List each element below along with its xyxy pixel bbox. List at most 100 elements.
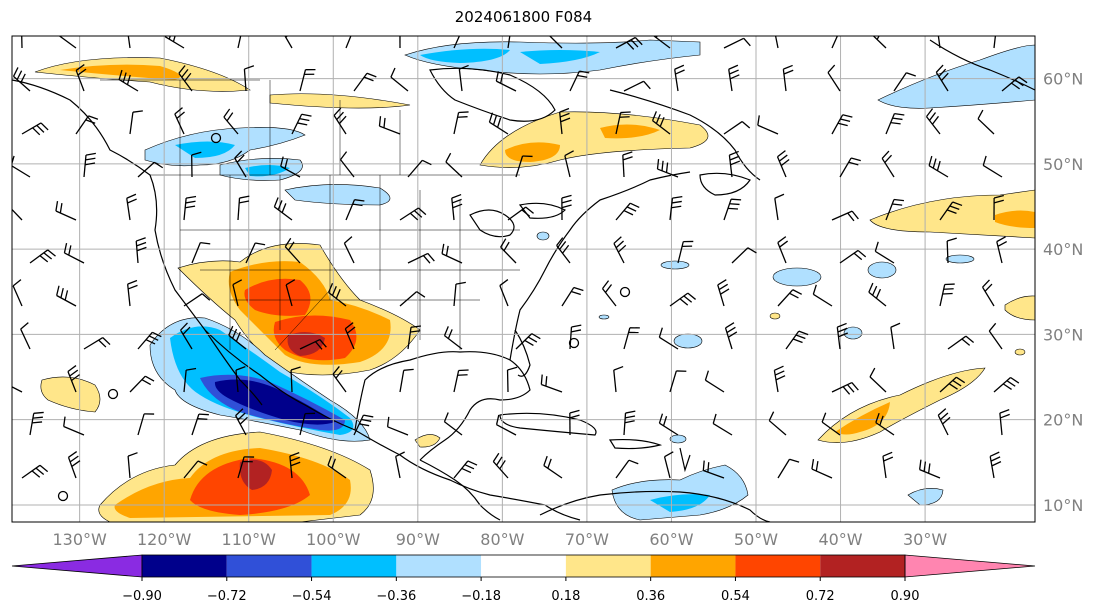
- calm-wind-marker: [210, 132, 222, 144]
- wind-barb: [669, 370, 687, 393]
- wind-barb: [548, 36, 563, 49]
- wind-barb: [663, 451, 674, 479]
- wind-barb: [332, 366, 347, 393]
- wind-barb: [885, 113, 905, 135]
- map-frame: [11, 35, 1036, 523]
- colorbar-tick-label: 0.72: [806, 589, 835, 604]
- wind-barb: [12, 279, 23, 307]
- wind-barb: [556, 237, 571, 264]
- wind-barb: [777, 458, 800, 479]
- negative-anomaly-region: [660, 260, 690, 270]
- wind-barb: [559, 107, 571, 135]
- calm-wind-marker: [57, 490, 69, 502]
- colorbar-bin: [396, 555, 482, 577]
- colorbar-bin: [650, 555, 736, 577]
- wind-barb: [228, 325, 247, 350]
- wind-barb: [237, 195, 250, 221]
- positive-anomaly-region: [1014, 348, 1026, 356]
- wind-barb: [935, 64, 949, 92]
- negative-anomaly-region: [536, 231, 550, 241]
- wind-barb: [869, 367, 887, 393]
- wind-barb: [191, 241, 211, 264]
- wind-barb: [651, 111, 671, 135]
- lon-tick-label: 70°W: [565, 530, 609, 549]
- colorbar-bin: [142, 555, 227, 577]
- wind-barb: [623, 410, 636, 436]
- wind-barb: [63, 416, 85, 436]
- wind-barb: [232, 279, 243, 307]
- negative-anomaly-region: [214, 379, 335, 425]
- wind-barb: [126, 193, 137, 221]
- wind-barb: [677, 240, 694, 264]
- lon-tick-label: 110°W: [222, 530, 277, 549]
- wind-barb: [21, 464, 49, 479]
- wind-barb: [507, 206, 534, 221]
- wind-barb: [345, 36, 352, 49]
- colorbar-tick-label: −0.72: [207, 589, 247, 604]
- wind-barb: [291, 113, 312, 135]
- colorbar-tick-label: 0.18: [551, 589, 580, 604]
- wind-barb: [183, 367, 197, 393]
- wind-barb: [827, 64, 841, 92]
- wind-barb: [399, 291, 426, 307]
- wind-barb: [506, 366, 518, 393]
- wind-barb: [183, 293, 211, 307]
- wind-barb: [831, 381, 859, 395]
- wind-barb: [234, 150, 247, 178]
- wind-barb: [812, 284, 833, 307]
- wind-barb: [893, 72, 916, 92]
- wind-barb: [702, 460, 725, 479]
- wind-barb: [928, 155, 949, 178]
- wind-barb: [453, 460, 478, 479]
- wind-barb: [83, 152, 96, 178]
- wind-barb: [12, 195, 23, 221]
- wind-barb: [777, 236, 789, 264]
- colorbar-tick-label: 0.54: [721, 589, 750, 604]
- lon-tick-label: 100°W: [306, 530, 361, 549]
- wind-barb: [989, 451, 1002, 479]
- wind-barb: [831, 36, 839, 49]
- wind-barb: [135, 237, 147, 264]
- wind-barb: [21, 36, 23, 49]
- wind-barb: [56, 285, 77, 307]
- colorbar-tick-label: −0.18: [461, 589, 501, 604]
- negative-anomaly-region: [175, 141, 235, 158]
- calm-wind-marker: [619, 286, 631, 298]
- colorbar-bin: [226, 555, 312, 577]
- wind-barb: [831, 210, 859, 222]
- wind-barb: [285, 279, 296, 307]
- wind-barb: [561, 286, 584, 307]
- wind-barb: [183, 460, 208, 479]
- positive-anomaly-region: [239, 459, 272, 490]
- wind-barb: [340, 151, 355, 178]
- wind-barb: [723, 120, 751, 135]
- wind-barb: [243, 65, 255, 92]
- wind-barb: [839, 157, 861, 178]
- wind-barb: [615, 36, 643, 50]
- wind-barb: [623, 80, 651, 92]
- lat-tick-label: 20°N: [1043, 411, 1083, 430]
- positive-anomaly-region: [60, 64, 180, 80]
- wind-barb: [831, 114, 853, 135]
- wind-barb: [75, 64, 87, 92]
- wind-barb: [658, 413, 679, 436]
- wind-barb: [757, 115, 779, 135]
- wind-barb: [453, 281, 466, 307]
- wind-barb: [299, 412, 316, 436]
- wind-barb: [443, 326, 463, 350]
- wind-barb: [67, 365, 80, 393]
- wind-barb: [615, 202, 640, 221]
- wind-barb: [67, 451, 81, 479]
- negative-anomaly-region: [669, 434, 687, 444]
- wind-barb: [669, 195, 683, 221]
- colorbar-tick-label: −0.36: [376, 589, 416, 604]
- wind-barb: [658, 327, 679, 350]
- wind-barb: [723, 37, 751, 49]
- colorbar-tick-label: 0.90: [891, 589, 920, 604]
- wind-barb: [999, 408, 1010, 436]
- wind-barb: [223, 108, 239, 135]
- negative-anomaly-region: [520, 50, 600, 64]
- negative-anomaly-region: [284, 184, 391, 206]
- negative-anomaly-region: [843, 326, 863, 340]
- wind-barb: [881, 150, 895, 178]
